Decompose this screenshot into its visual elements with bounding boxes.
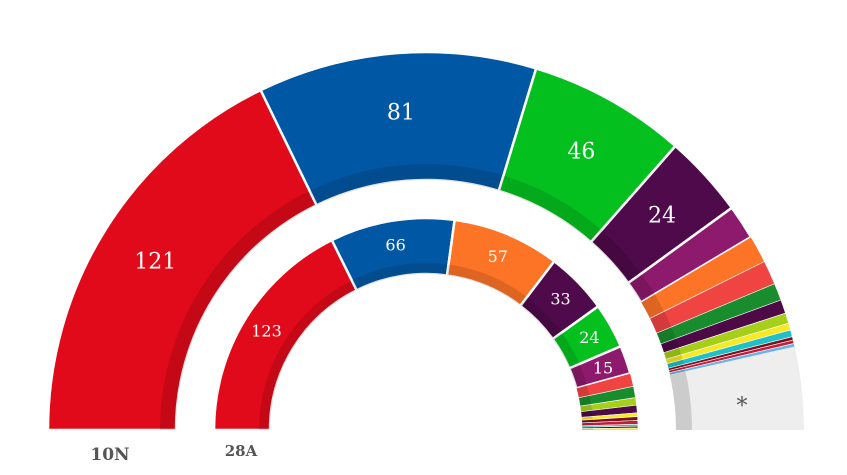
ring-1-slice-3-label: 33 xyxy=(550,290,570,309)
ring-1-slice-3-shade xyxy=(520,297,562,339)
ring-10n: 121 81 46 24 * xyxy=(46,50,804,432)
ring-1-slice-15 xyxy=(581,427,639,431)
ring-1-slice-4-shade xyxy=(552,332,580,369)
ring-0-slice-9-shade xyxy=(663,347,682,360)
ring-1-slice-15-shade xyxy=(581,428,593,430)
ring-0-slice-2-shade xyxy=(498,175,602,243)
ring-0-slice-14-shade xyxy=(669,369,686,376)
ring-0-slice-4-shade xyxy=(628,273,655,303)
ring-1-slice-14-shade xyxy=(581,426,593,429)
ring-1-slice-1-shade xyxy=(351,263,449,291)
ring-1-slice-0-shade xyxy=(259,280,357,430)
ring-0-slice-7-shade xyxy=(656,327,676,345)
ring-0-slice-1-label: 81 xyxy=(387,100,415,125)
ring-label-28a: 28A xyxy=(225,442,258,460)
ring-0-slice-3-label: 24 xyxy=(648,204,676,229)
ring-28a: 123 66 57 33 24 15 xyxy=(212,216,639,432)
ring-1-slice-12-shade xyxy=(581,422,593,426)
ring-1-slice-1-label: 66 xyxy=(385,235,405,254)
ring-label-10n: 10N xyxy=(90,445,129,465)
ring-1-slice-5-label: 15 xyxy=(593,358,613,377)
ring-1-slice-2-label: 57 xyxy=(488,247,508,266)
ring-0-slice-5-shade xyxy=(640,294,665,319)
ring-1-slice-7-shade xyxy=(578,395,592,407)
ring-0-other-label: * xyxy=(737,394,748,419)
ring-0-other-slice xyxy=(669,346,804,430)
ring-0-slice-0-shade xyxy=(160,190,317,430)
ring-1-slice-9-shade xyxy=(580,410,593,418)
ring-0-slice-3-shade xyxy=(590,230,642,284)
ring-0-slice-0 xyxy=(46,88,319,432)
ring-1-slice-4-label: 24 xyxy=(579,328,599,347)
ring-0-slice-12-shade xyxy=(668,364,685,371)
ring-0-other-shade xyxy=(669,371,692,430)
ring-1-slice-6-shade xyxy=(576,385,590,398)
ring-0-slice-1-shade xyxy=(309,163,504,206)
ring-1-slice-2-shade xyxy=(447,264,528,306)
ring-1-slice-10-shade xyxy=(581,416,593,421)
ring-0-slice-10-shade xyxy=(665,354,683,364)
ring-0-slice-2-label: 46 xyxy=(567,140,595,165)
ring-1-slice-0-label: 123 xyxy=(251,322,282,341)
ring-1-slice-8-shade xyxy=(580,404,592,412)
ring-0-slice-13-shade xyxy=(668,366,685,373)
ring-1-slice-11-shade xyxy=(581,419,593,423)
ring-0-slice-6-shade xyxy=(649,311,672,334)
ring-1-slice-5-shade xyxy=(569,364,587,389)
ring-0-slice-0-label: 121 xyxy=(134,249,176,274)
ring-0-slice-11-shade xyxy=(667,359,684,369)
